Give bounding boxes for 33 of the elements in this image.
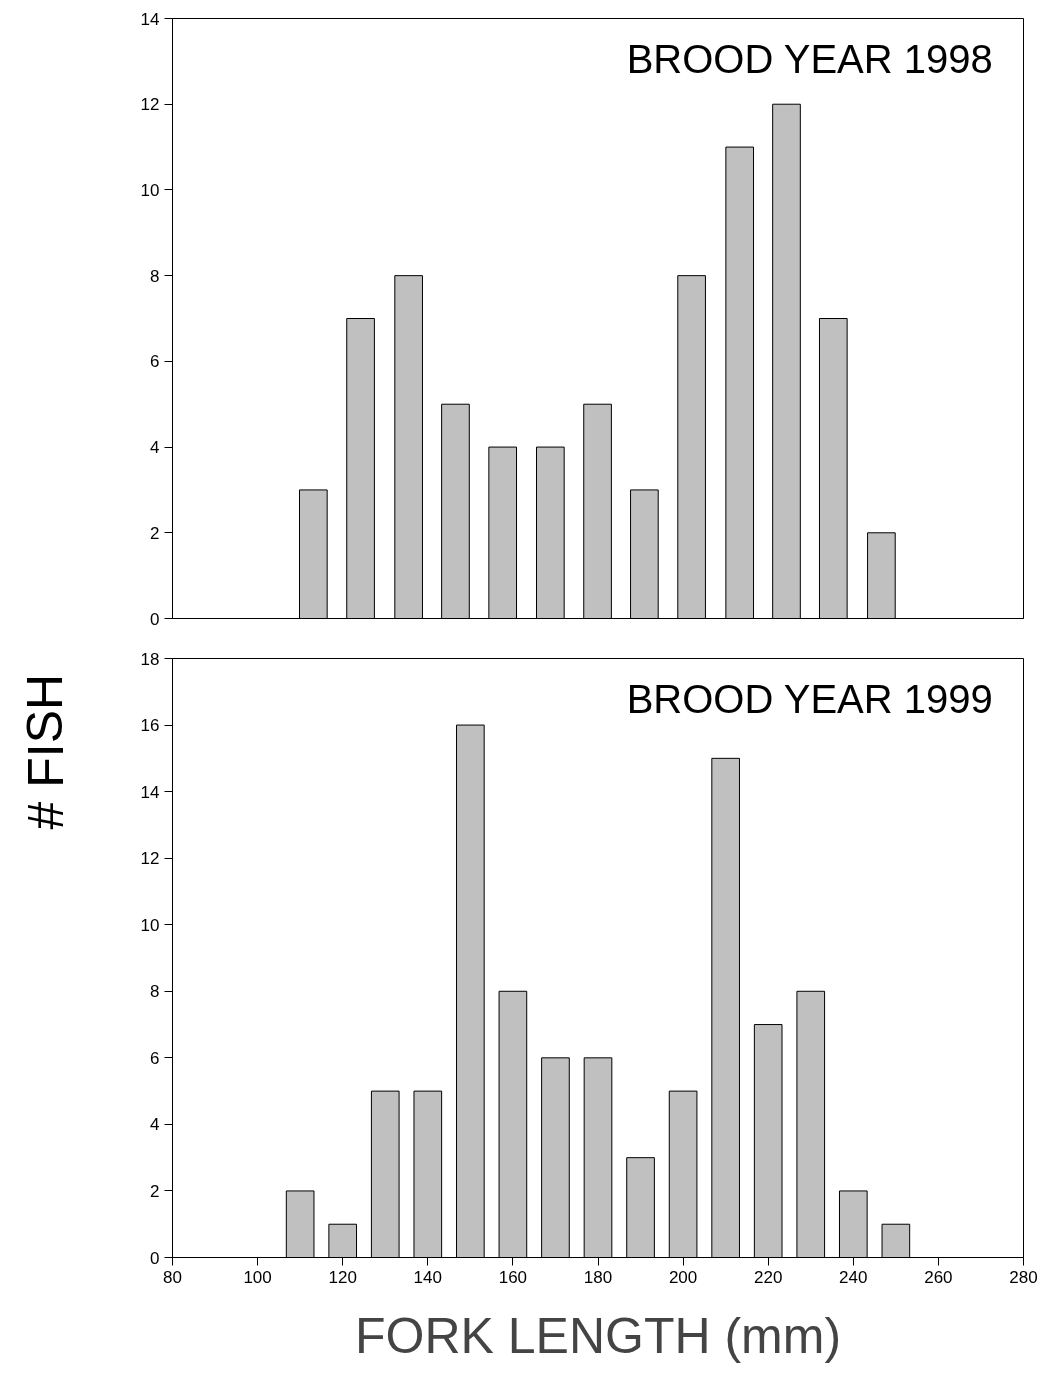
x-tick-label: 140 — [413, 1267, 442, 1287]
y-tick-label: 12 — [140, 849, 160, 869]
y-tick-label: 6 — [150, 1048, 160, 1068]
y-tick-label: 18 — [140, 649, 160, 669]
x-tick-label: 200 — [668, 1267, 698, 1287]
y-tick-label: 16 — [140, 716, 160, 736]
y-tick-label: 6 — [150, 352, 160, 372]
y-axis-title: # FISH — [17, 673, 74, 830]
y-tick-label: 8 — [150, 982, 160, 1002]
x-tick-label: 80 — [163, 1267, 182, 1287]
y-tick-label: 14 — [140, 9, 160, 29]
y-tick-label: 10 — [140, 915, 160, 935]
y-tick-label: 14 — [140, 782, 160, 802]
y-tick-label: 2 — [150, 523, 160, 543]
x-tick-label: 240 — [839, 1267, 868, 1287]
y-tick-label: 4 — [150, 1115, 160, 1135]
y-tick-label: 4 — [150, 438, 160, 458]
y-tick-label: 0 — [150, 1248, 160, 1268]
x-tick-label: 280 — [1009, 1267, 1038, 1287]
x-tick-label: 260 — [924, 1267, 953, 1287]
x-tick-label: 220 — [754, 1267, 783, 1287]
chart-title: BROOD YEAR 1999 — [626, 676, 993, 721]
x-tick-label: 100 — [243, 1267, 272, 1287]
y-tick-label: 2 — [150, 1181, 160, 1201]
y-tick-label: 10 — [140, 180, 160, 200]
x-tick-label: 180 — [583, 1267, 613, 1287]
y-tick-label: 12 — [140, 95, 160, 115]
y-tick-label: 8 — [150, 266, 160, 286]
x-tick-label: 120 — [328, 1267, 357, 1287]
y-tick-label: 0 — [150, 609, 160, 629]
chart-title: BROOD YEAR 1998 — [626, 36, 993, 81]
x-tick-label: 160 — [498, 1267, 528, 1287]
x-axis-title: FORK LENGTH (mm) — [354, 1307, 842, 1364]
